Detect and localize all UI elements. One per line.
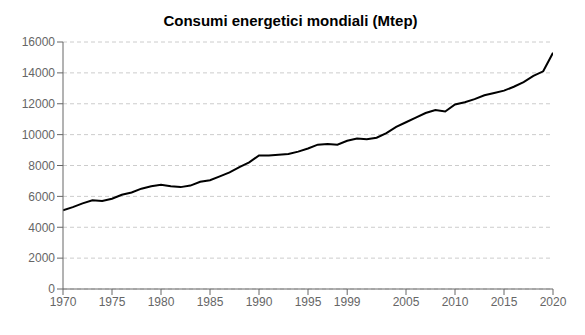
- html-text:Consumi energetici mondiali (M: Consumi energetici mondiali (Mtep): [163, 12, 418, 29]
- svg-text:12000: 12000: [22, 97, 56, 111]
- svg-text:14000: 14000: [22, 66, 56, 80]
- svg-text:1970: 1970: [50, 295, 77, 309]
- svg-text:1999: 1999: [334, 295, 361, 309]
- svg-text:4000: 4000: [28, 221, 55, 235]
- svg-text:2010: 2010: [442, 295, 469, 309]
- svg-text:1985: 1985: [197, 295, 224, 309]
- svg-text:2000: 2000: [28, 251, 55, 265]
- svg-text:6000: 6000: [28, 190, 55, 204]
- svg-text:16000: 16000: [22, 35, 56, 49]
- svg-text:0: 0: [48, 282, 55, 296]
- svg-text:1995: 1995: [295, 295, 322, 309]
- svg-text:2015: 2015: [491, 295, 518, 309]
- svg-text:1990: 1990: [246, 295, 273, 309]
- svg-text:2020: 2020: [540, 295, 567, 309]
- svg-text:1980: 1980: [148, 295, 175, 309]
- svg-text:8000: 8000: [28, 159, 55, 173]
- svg-text:10000: 10000: [22, 128, 56, 142]
- svg-text:1975: 1975: [99, 295, 126, 309]
- svg-text:2005: 2005: [393, 295, 420, 309]
